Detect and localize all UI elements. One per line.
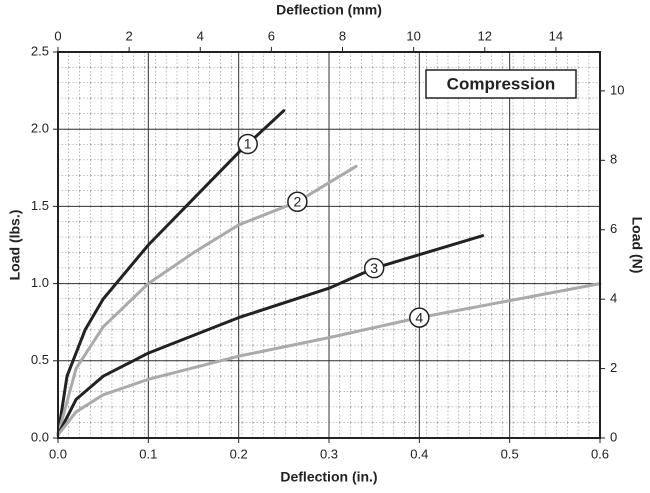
y2-axis-title: Load (N) [629, 217, 645, 274]
annotation-box [425, 69, 577, 99]
x-tick-label: 0.4 [410, 446, 428, 461]
legend-marker [363, 257, 385, 279]
legend-marker [237, 133, 258, 155]
series-line [56, 109, 286, 437]
y2-tick-label: 2 [610, 360, 617, 375]
legend-label: 1 [244, 136, 252, 152]
y-tick-label: 1.5 [31, 198, 49, 213]
series-line [56, 282, 602, 437]
legend-marker [287, 191, 308, 213]
y-tick-label: 1.0 [31, 275, 49, 290]
x-tick-label: 0.1 [139, 446, 157, 461]
y-tick-label: 0.0 [31, 429, 49, 444]
y-tick-label: 2.0 [31, 121, 49, 136]
legend-label: 2 [293, 193, 301, 209]
x-tick-label: 0.5 [501, 446, 519, 461]
y-tick-label: 2.5 [31, 43, 49, 58]
y2-tick-label: 0 [610, 429, 617, 444]
x-tick-label: 0.0 [49, 446, 67, 461]
series-line [56, 164, 358, 437]
x2-tick-label: 14 [549, 28, 563, 43]
legend-marker [409, 307, 430, 328]
x-tick-label: 0.3 [320, 446, 338, 461]
x2-tick-label: 10 [406, 28, 420, 43]
x2-axis-title: Deflection (mm) [276, 2, 382, 18]
y2-tick-label: 8 [610, 152, 617, 167]
x2-tick-label: 8 [339, 28, 346, 43]
y2-tick-label: 4 [610, 291, 617, 306]
x-axis-title: Deflection (in.) [280, 469, 377, 485]
annotation: Compression [447, 74, 556, 93]
x-tick-label: 0.2 [230, 446, 248, 461]
x2-tick-label: 2 [126, 28, 133, 43]
y2-tick-label: 10 [610, 82, 624, 97]
legend-label: 4 [415, 309, 423, 325]
y2-tick-label: 6 [610, 221, 617, 236]
y-axis-title: Load (lbs.) [7, 210, 23, 281]
y-tick-label: 0.5 [31, 352, 49, 367]
x2-tick-label: 6 [268, 28, 275, 43]
x2-tick-label: 0 [54, 28, 61, 43]
x-tick-label: 0.6 [591, 446, 609, 461]
legend-label: 3 [370, 260, 378, 276]
x2-tick-label: 12 [478, 28, 492, 43]
x2-tick-label: 4 [197, 28, 204, 43]
